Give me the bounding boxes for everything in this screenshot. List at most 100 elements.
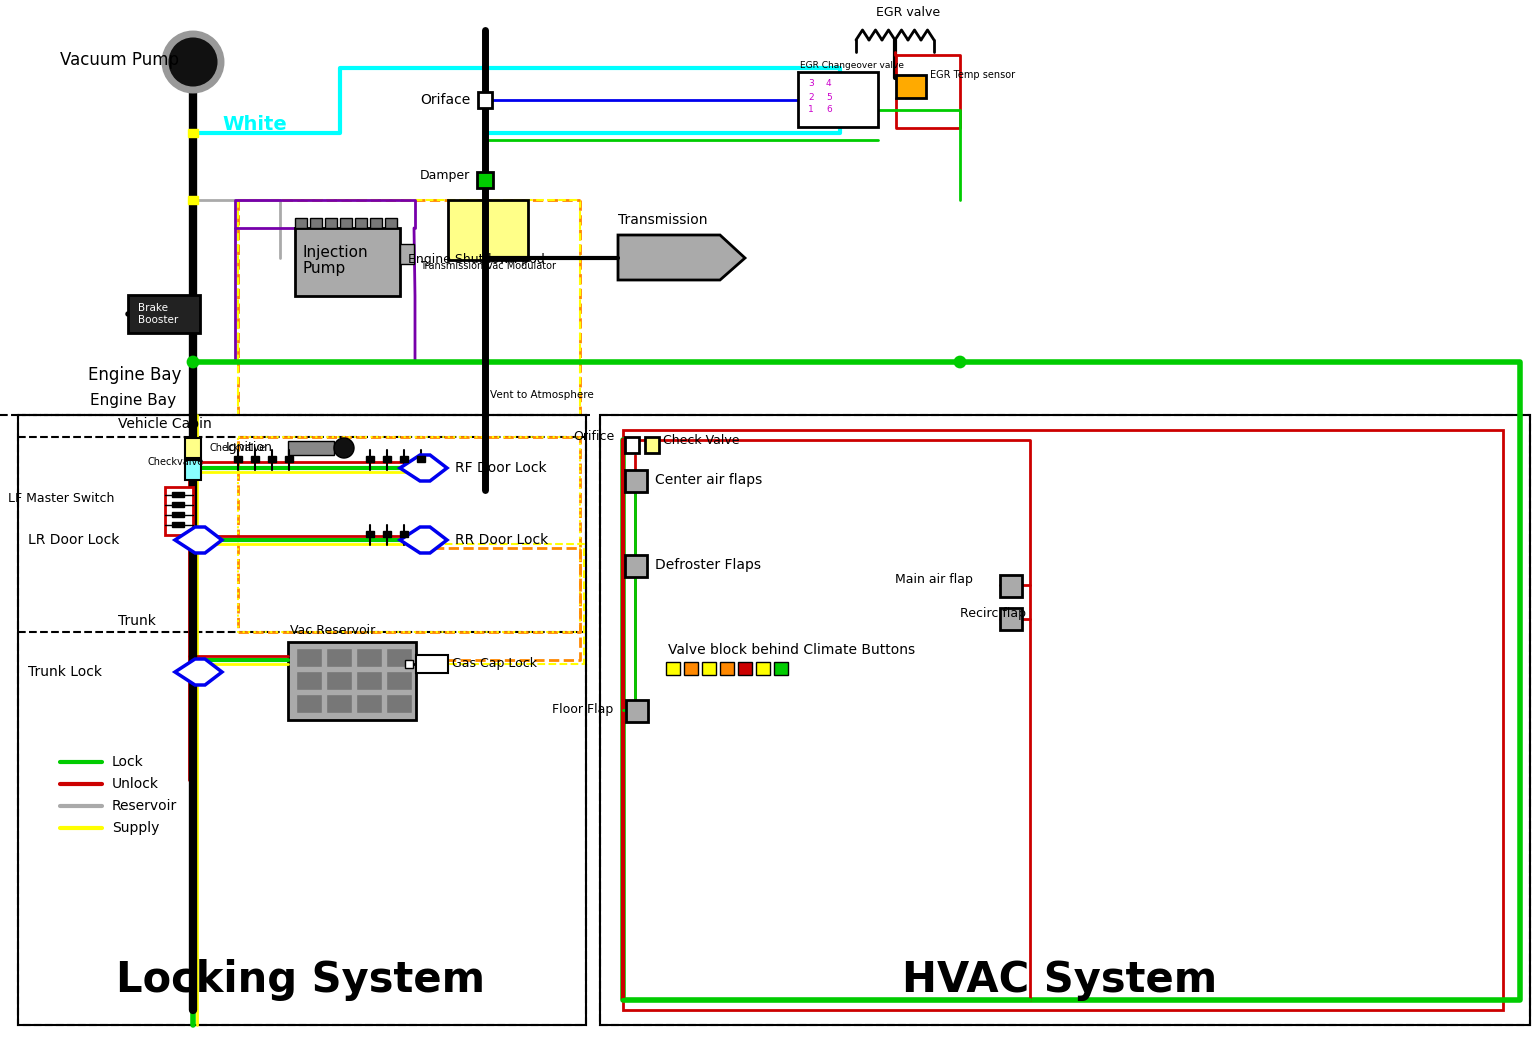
Bar — [310, 218, 323, 228]
Bar — [645, 437, 659, 453]
Text: Vehicle Cabin: Vehicle Cabin — [118, 417, 212, 431]
Bar — [799, 72, 879, 127]
Bar — [289, 642, 416, 720]
Bar — [295, 218, 307, 228]
Bar — [356, 694, 382, 713]
Bar — [250, 456, 260, 462]
Text: Gas Cap Lock: Gas Cap Lock — [452, 657, 538, 669]
Bar — [187, 129, 198, 137]
Text: Transmission: Transmission — [617, 213, 708, 227]
Bar — [684, 662, 697, 675]
Text: LR Door Lock: LR Door Lock — [28, 533, 120, 547]
Text: 1: 1 — [808, 105, 814, 115]
Text: Lock: Lock — [112, 755, 144, 769]
Bar — [172, 512, 184, 517]
Bar — [187, 196, 198, 204]
Bar — [386, 694, 412, 713]
Bar — [289, 441, 333, 455]
Bar — [449, 200, 528, 260]
Bar — [624, 430, 1504, 1010]
Polygon shape — [175, 659, 223, 685]
Text: Center air flaps: Center air flaps — [654, 473, 762, 487]
Text: Injection: Injection — [303, 246, 369, 260]
Text: RF Door Lock: RF Door Lock — [455, 461, 547, 475]
Text: Transmission Vac Modulator: Transmission Vac Modulator — [419, 261, 556, 271]
Text: Damper: Damper — [419, 169, 470, 181]
Bar — [399, 244, 415, 264]
Text: Trunk Lock: Trunk Lock — [28, 665, 101, 679]
Bar — [295, 228, 399, 296]
Text: Vent to Atmosphere: Vent to Atmosphere — [490, 390, 594, 400]
Polygon shape — [399, 455, 447, 481]
Circle shape — [164, 34, 221, 90]
Bar — [18, 415, 587, 1025]
Bar — [366, 531, 373, 537]
Bar — [326, 671, 352, 690]
Polygon shape — [617, 235, 745, 280]
Text: Ignition: Ignition — [226, 441, 273, 455]
Bar — [172, 502, 184, 507]
Circle shape — [333, 438, 353, 458]
Text: Engine Bay: Engine Bay — [88, 366, 181, 384]
Text: Check Valve: Check Valve — [664, 433, 739, 447]
Circle shape — [187, 357, 198, 367]
Bar — [370, 218, 382, 228]
Bar — [895, 75, 926, 98]
Text: Checkvalve: Checkvalve — [210, 443, 266, 453]
Bar — [756, 662, 770, 675]
Bar — [601, 415, 1530, 1025]
Text: 5: 5 — [826, 93, 833, 102]
Text: Brake
Booster: Brake Booster — [138, 303, 178, 325]
Bar — [172, 522, 184, 527]
Text: EGR Changeover valve: EGR Changeover valve — [800, 60, 905, 70]
Text: Supply: Supply — [112, 821, 160, 835]
Text: EGR Temp sensor: EGR Temp sensor — [929, 70, 1015, 80]
Bar — [625, 555, 647, 577]
Bar — [184, 460, 201, 480]
Text: Engine Bay: Engine Bay — [91, 392, 177, 407]
Bar — [667, 662, 680, 675]
Bar — [172, 492, 184, 497]
Bar — [286, 456, 293, 462]
Text: Vac Reservoir: Vac Reservoir — [290, 624, 375, 636]
Bar — [406, 660, 413, 668]
Bar — [18, 415, 587, 1025]
Text: Vacuum Pump: Vacuum Pump — [60, 51, 180, 69]
Text: 6: 6 — [826, 105, 833, 115]
Bar — [625, 437, 639, 453]
Bar — [702, 662, 716, 675]
Text: 2: 2 — [808, 93, 814, 102]
Text: Main air flap: Main air flap — [895, 574, 972, 586]
Bar — [1000, 608, 1021, 630]
Bar — [382, 531, 392, 537]
Bar — [386, 671, 412, 690]
Bar — [774, 662, 788, 675]
Text: Orifice: Orifice — [573, 431, 614, 443]
Bar — [296, 671, 323, 690]
Text: Defroster Flaps: Defroster Flaps — [654, 558, 760, 572]
Bar — [625, 469, 647, 492]
Text: Unlock: Unlock — [112, 777, 160, 791]
Bar — [339, 218, 352, 228]
Bar — [399, 531, 409, 537]
Bar — [416, 456, 425, 462]
Text: EGR valve: EGR valve — [876, 5, 940, 19]
Text: Oriface: Oriface — [419, 93, 470, 107]
Polygon shape — [175, 527, 223, 553]
Text: RR Door Lock: RR Door Lock — [455, 533, 548, 547]
Bar — [326, 648, 352, 667]
Text: LF Master Switch: LF Master Switch — [8, 491, 114, 505]
Text: Pump: Pump — [303, 260, 346, 276]
Bar — [386, 218, 396, 228]
Bar — [356, 648, 382, 667]
Bar — [233, 456, 243, 462]
Bar — [326, 218, 336, 228]
Bar — [184, 438, 201, 458]
Text: White: White — [223, 116, 287, 134]
Bar — [416, 655, 449, 672]
Bar — [355, 218, 367, 228]
Polygon shape — [399, 527, 447, 553]
Text: Floor Flap: Floor Flap — [551, 704, 613, 716]
Circle shape — [955, 357, 965, 367]
Bar — [127, 295, 200, 333]
